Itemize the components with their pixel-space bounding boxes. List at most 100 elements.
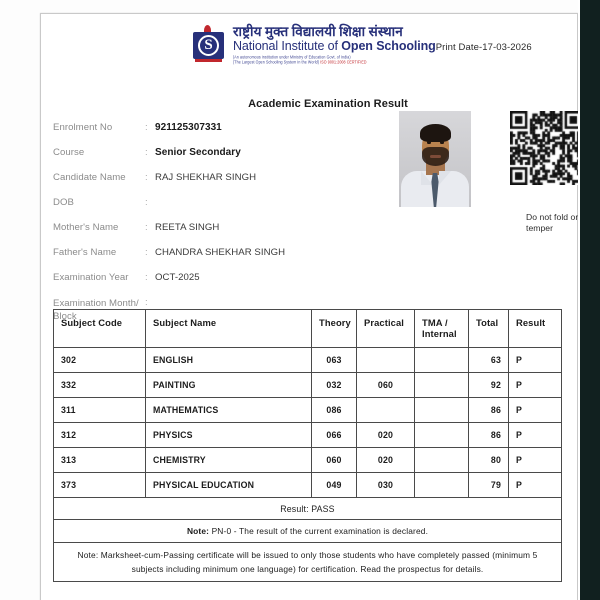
table-row: 373 PHYSICAL EDUCATION 049 030 79 P xyxy=(53,472,562,498)
field-label: Enrolment No xyxy=(53,122,113,133)
cell-total: 63 xyxy=(468,347,509,373)
fold-warning-note: Do not fold or temper xyxy=(526,212,579,233)
cell-subject-name: PHYSICAL EDUCATION xyxy=(145,472,312,498)
cell-subject-code: 312 xyxy=(53,422,146,448)
field-enrolment-no: Enrolment No : 921125307331 xyxy=(53,122,393,134)
cell-subject-name: PHYSICS xyxy=(145,422,312,448)
cell-subject-name: CHEMISTRY xyxy=(145,447,312,473)
cell-practical xyxy=(356,397,415,423)
result-summary-row: Result: PASS xyxy=(53,497,562,520)
table-row: 313 CHEMISTRY 060 020 80 P xyxy=(53,447,562,473)
field-value: REETA SINGH xyxy=(155,222,220,233)
cell-result: P xyxy=(508,447,562,473)
field-fathers-name: Father's Name : CHANDRA SHEKHAR SINGH xyxy=(53,247,393,259)
field-colon: : xyxy=(145,172,148,183)
field-label: Candidate Name xyxy=(53,172,126,183)
certificate-note-row: Note: Marksheet-cum-Passing certificate … xyxy=(53,542,562,582)
header-certification-mark: ISO 9001:2008 CERTIFIED xyxy=(320,60,367,65)
cell-practical: 020 xyxy=(356,422,415,448)
field-colon: : xyxy=(145,247,148,258)
cell-total: 80 xyxy=(468,447,509,473)
header-subtitle-1: (An autonomous institution under Ministr… xyxy=(233,55,351,60)
field-colon: : xyxy=(145,147,148,158)
table-row: 311 MATHEMATICS 086 86 P xyxy=(53,397,562,423)
field-mothers-name: Mother's Name : REETA SINGH xyxy=(53,222,393,234)
cell-total: 86 xyxy=(468,397,509,423)
field-dob: DOB : xyxy=(53,197,393,209)
column-header-result: Result xyxy=(508,309,562,348)
column-header-total: Total xyxy=(468,309,509,348)
cell-tma-internal xyxy=(414,372,469,398)
field-examination-year: Examination Year : OCT-2025 xyxy=(53,272,393,284)
cell-practical: 020 xyxy=(356,447,415,473)
nios-emblem-icon: S xyxy=(193,25,227,63)
candidate-photo xyxy=(399,111,471,207)
certificate-note-text: Note: Marksheet-cum-Passing certificate … xyxy=(53,542,562,582)
cell-theory: 086 xyxy=(311,397,357,423)
field-colon: : xyxy=(145,197,148,208)
results-table: Subject Code Subject Name Theory Practic… xyxy=(53,309,562,582)
table-row: 332 PAINTING 032 060 92 P xyxy=(53,372,562,398)
cell-subject-name: PAINTING xyxy=(145,372,312,398)
cell-tma-internal xyxy=(414,347,469,373)
result-page-sheet: S राष्ट्रीय मुक्त विद्यालयी शिक्षा संस्थ… xyxy=(40,13,582,600)
cell-subject-name: ENGLISH xyxy=(145,347,312,373)
cell-theory: 049 xyxy=(311,472,357,498)
cell-result: P xyxy=(508,372,562,398)
cell-tma-internal xyxy=(414,447,469,473)
candidate-details: Enrolment No : 921125307331 Course : Sen… xyxy=(53,122,393,336)
header-hindi-title: राष्ट्रीय मुक्त विद्यालयी शिक्षा संस्थान xyxy=(233,24,403,39)
cell-result: P xyxy=(508,347,562,373)
field-value: CHANDRA SHEKHAR SINGH xyxy=(155,247,286,258)
field-label: Mother's Name xyxy=(53,222,119,233)
cell-theory: 060 xyxy=(311,447,357,473)
column-header-theory: Theory xyxy=(311,309,357,348)
cell-result: P xyxy=(508,472,562,498)
header-english-title: National Institute of Open Schooling xyxy=(233,39,436,54)
field-colon: : xyxy=(145,272,148,283)
cell-result: P xyxy=(508,397,562,423)
viewport-right-edge xyxy=(580,0,600,600)
result-note-text: Note: PN-0 - The result of the current e… xyxy=(53,519,562,543)
cell-subject-code: 332 xyxy=(53,372,146,398)
cell-subject-name: MATHEMATICS xyxy=(145,397,312,423)
column-header-subject-code: Subject Code xyxy=(53,309,146,348)
field-label: Father's Name xyxy=(53,247,117,258)
column-header-subject-name: Subject Name xyxy=(145,309,312,348)
cell-subject-code: 311 xyxy=(53,397,146,423)
field-label: DOB xyxy=(53,197,74,208)
field-colon: : xyxy=(145,122,148,133)
column-header-tma-internal: TMA / Internal xyxy=(414,309,469,348)
field-value: Senior Secondary xyxy=(155,147,241,158)
field-value: 921125307331 xyxy=(155,122,222,133)
header-subtitle-2-plain: (The Largest Open Schooling System in th… xyxy=(233,60,320,65)
field-label: Course xyxy=(53,147,85,158)
qr-code xyxy=(510,111,582,185)
page-title: Academic Examination Result xyxy=(248,98,408,110)
result-note-row: Note: PN-0 - The result of the current e… xyxy=(53,519,562,543)
field-value: OCT-2025 xyxy=(155,272,200,283)
table-row: 302 ENGLISH 063 63 P xyxy=(53,347,562,373)
cell-theory: 066 xyxy=(311,422,357,448)
table-header-row: Subject Code Subject Name Theory Practic… xyxy=(53,309,562,348)
cell-theory: 063 xyxy=(311,347,357,373)
column-header-practical: Practical xyxy=(356,309,415,348)
cell-tma-internal xyxy=(414,397,469,423)
field-colon: : xyxy=(145,222,148,233)
check-another-result-label: Check Another Result xyxy=(167,598,256,600)
print-date: Print Date-17-03-2026 xyxy=(435,42,532,53)
field-course: Course : Senior Secondary xyxy=(53,147,393,159)
field-candidate-name: Candidate Name : RAJ SHEKHAR SINGH xyxy=(53,172,393,184)
cell-practical: 030 xyxy=(356,472,415,498)
cell-tma-internal xyxy=(414,472,469,498)
cell-subject-code: 313 xyxy=(53,447,146,473)
cell-total: 86 xyxy=(468,422,509,448)
cell-tma-internal xyxy=(414,422,469,448)
cell-subject-code: 302 xyxy=(53,347,146,373)
page-header: S राष्ट्रीय मुक्त विद्यालयी शिक्षा संस्थ… xyxy=(41,19,579,79)
header-english-plain: National Institute of xyxy=(233,39,342,53)
cell-practical xyxy=(356,347,415,373)
cell-result: P xyxy=(508,422,562,448)
field-label: Examination Year xyxy=(53,272,129,283)
